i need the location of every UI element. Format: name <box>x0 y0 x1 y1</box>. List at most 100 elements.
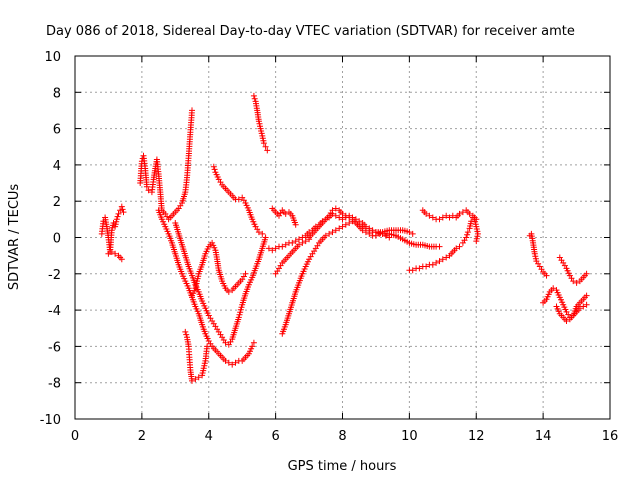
data-point <box>115 210 122 217</box>
data-point <box>332 212 339 219</box>
y-tick-label: -2 <box>48 268 61 283</box>
data-point <box>473 238 480 245</box>
data-point <box>339 210 346 217</box>
data-point <box>143 183 150 190</box>
data-point <box>262 143 269 150</box>
data-point <box>211 166 218 173</box>
data-point <box>272 245 279 252</box>
data-point <box>359 223 366 230</box>
data-point <box>446 214 453 221</box>
data-point <box>456 243 463 250</box>
y-tick-label: -6 <box>48 340 61 355</box>
data-point <box>189 107 195 114</box>
data-point <box>282 241 289 248</box>
y-tick-label: 2 <box>53 195 61 210</box>
data-point <box>342 212 349 219</box>
grid <box>75 56 610 419</box>
data-point <box>292 238 299 245</box>
data-point <box>306 236 313 243</box>
data-point <box>299 234 306 241</box>
y-tick-label: -10 <box>40 413 61 428</box>
data-point <box>289 239 296 246</box>
data-point <box>105 250 112 257</box>
data-point <box>466 210 473 217</box>
data-point <box>563 318 570 324</box>
data-point <box>443 212 450 219</box>
data-point <box>346 220 353 226</box>
data-point <box>112 250 119 257</box>
data-point <box>436 243 443 250</box>
data-point <box>346 214 353 221</box>
data-point <box>262 234 269 241</box>
data-point <box>118 203 125 210</box>
data-point <box>222 339 229 346</box>
x-tick-label: 8 <box>338 429 346 444</box>
data-point <box>342 221 349 228</box>
data-point <box>332 227 339 234</box>
data-point <box>222 357 229 364</box>
data-point <box>195 374 202 381</box>
x-tick-label: 6 <box>271 429 279 444</box>
data-point <box>210 163 217 170</box>
data-point <box>204 343 211 350</box>
data-point <box>250 339 257 346</box>
data-point <box>583 301 590 308</box>
data-point <box>366 227 373 234</box>
x-tick-label: 12 <box>468 429 485 444</box>
data-point <box>299 239 306 246</box>
data-point <box>182 328 189 335</box>
data-point <box>456 210 463 217</box>
y-tick-label: 6 <box>53 123 61 138</box>
data-point <box>464 231 471 238</box>
data-point <box>189 377 195 384</box>
data-point <box>406 229 413 236</box>
data-point <box>120 209 127 216</box>
data-point <box>543 272 550 279</box>
x-tick-label: 0 <box>71 429 79 444</box>
data-point <box>296 236 302 243</box>
data-point <box>336 214 343 221</box>
data-point <box>255 229 262 236</box>
data-point <box>326 230 333 237</box>
data-point <box>439 256 446 263</box>
data-point <box>235 314 242 321</box>
data-point <box>296 241 302 248</box>
axis-ticks: 0 2 4 6 8 10 12 14 16 -10 -8 -6 -4 -2 0 2 4 6 8 10 <box>40 50 619 444</box>
data-markers <box>98 92 590 384</box>
data-point <box>463 234 470 241</box>
data-point <box>235 196 242 203</box>
y-tick-label: 4 <box>53 159 61 174</box>
data-point <box>362 225 369 232</box>
data-point <box>225 359 232 366</box>
y-tick-label: 10 <box>44 50 61 65</box>
x-tick-label: 16 <box>602 429 619 444</box>
data-point <box>183 331 190 338</box>
data-point <box>332 205 339 212</box>
data-point <box>322 232 329 239</box>
data-point <box>229 361 236 368</box>
data-point <box>251 95 258 102</box>
data-point <box>436 258 443 265</box>
data-point <box>339 216 346 223</box>
y-tick-label: -8 <box>48 377 61 392</box>
data-point <box>439 214 446 221</box>
data-point <box>302 238 309 245</box>
data-point <box>329 229 336 236</box>
data-point <box>339 223 346 230</box>
data-point <box>468 218 475 225</box>
data-point <box>426 212 433 219</box>
data-point <box>409 267 416 274</box>
data-point <box>113 216 120 223</box>
data-point <box>225 288 232 295</box>
data-point <box>264 147 271 154</box>
data-point <box>464 229 471 236</box>
data-point <box>145 187 152 194</box>
y-tick-label: 8 <box>53 86 61 101</box>
data-point <box>269 247 276 254</box>
data-point <box>573 279 580 286</box>
data-point <box>260 140 267 147</box>
data-point <box>279 243 286 250</box>
data-point <box>429 261 436 268</box>
data-point <box>436 216 443 223</box>
data-point <box>250 92 257 99</box>
